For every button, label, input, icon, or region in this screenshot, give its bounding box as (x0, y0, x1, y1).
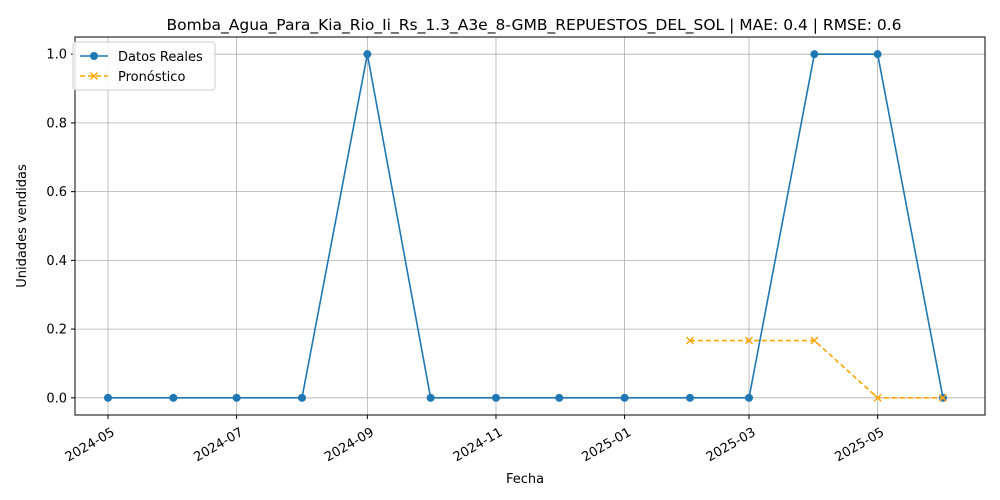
data-point (232, 393, 241, 402)
data-point (555, 393, 564, 402)
grid (75, 37, 985, 415)
legend-box (72, 41, 216, 91)
data-point (939, 393, 947, 402)
data-point (873, 393, 882, 402)
y-axis-ticks: 0.0 0.2 0.4 0.6 0.8 1.0 (46, 48, 75, 406)
series-line-datos-reales (108, 53, 944, 399)
x-tick-label: 2025-01 (579, 425, 634, 465)
series-pronostico (685, 336, 947, 402)
data-point (104, 393, 112, 402)
y-tick-label: 0.0 (46, 391, 67, 406)
y-tick-label: 1.0 (46, 48, 67, 63)
legend: Datos Reales Pronóstico (72, 41, 216, 91)
data-point (745, 336, 754, 345)
data-point (363, 50, 372, 59)
data-point (426, 393, 435, 402)
data-point (685, 336, 694, 345)
data-point (169, 393, 178, 402)
x-tick-label: 2024-09 (322, 425, 377, 465)
y-tick-label: 0.8 (46, 116, 67, 131)
y-tick-label: 0.2 (46, 323, 67, 338)
plot-frame (74, 36, 986, 416)
legend-label-datos-reales: Datos Reales (118, 50, 203, 65)
data-point (810, 336, 819, 345)
x-tick-label: 2025-05 (832, 425, 887, 465)
data-point (745, 393, 754, 402)
x-tick-label: 2025-03 (704, 425, 759, 465)
data-point (620, 393, 629, 402)
data-point (810, 50, 819, 59)
x-axis-ticks: 2024-05 2024-07 2024-09 2024-11 2025-01 2025-… (63, 415, 887, 465)
chart-title: Bomba_Agua_Para_Kia_Rio_Ii_Rs_1.3_A3e_8-… (166, 16, 901, 35)
series-datos-reales (104, 50, 947, 402)
data-point (873, 50, 882, 59)
data-point (297, 393, 306, 402)
x-axis-label: Fecha (506, 472, 544, 487)
data-point (685, 393, 694, 402)
legend-marker-datos-reales (90, 52, 98, 60)
x-tick-label: 2024-07 (191, 425, 246, 465)
x-tick-label: 2024-05 (63, 425, 118, 465)
y-tick-label: 0.4 (46, 254, 67, 269)
y-axis-label: Unidades vendidas (15, 164, 30, 288)
series-layer (104, 50, 947, 402)
series-line-pronostico (689, 339, 943, 399)
legend-label-pronostico: Pronóstico (118, 70, 185, 85)
x-tick-label: 2024-11 (451, 425, 506, 465)
y-tick-label: 0.6 (46, 185, 67, 200)
legend-marker-pronostico (90, 72, 98, 80)
data-point (491, 393, 500, 402)
